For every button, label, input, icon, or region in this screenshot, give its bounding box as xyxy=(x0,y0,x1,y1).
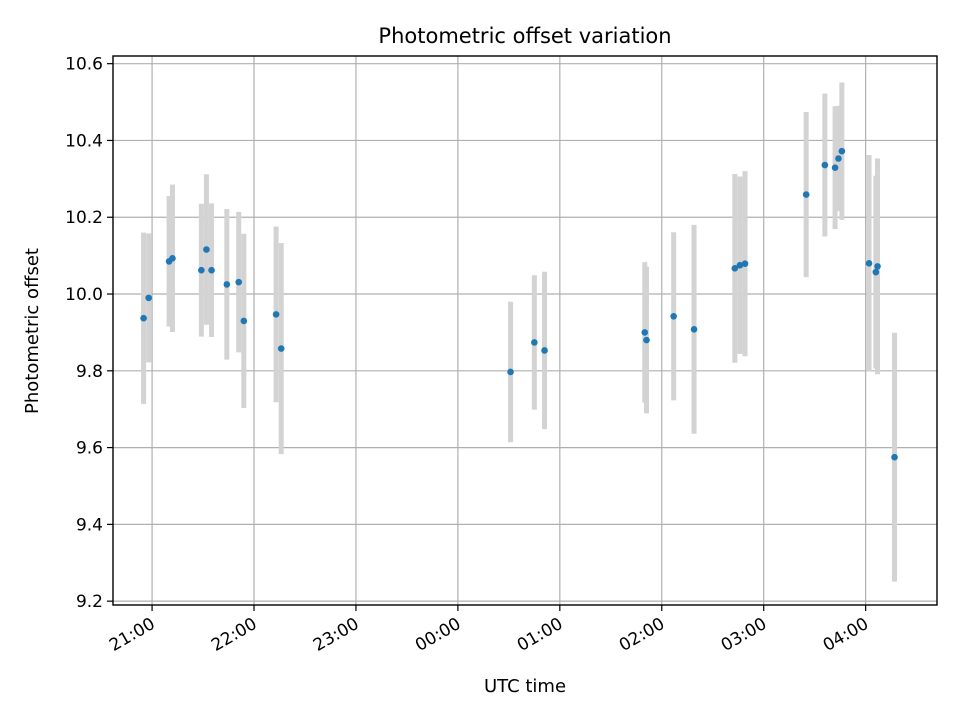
data-point xyxy=(240,317,248,325)
data-point xyxy=(145,294,152,302)
y-tick-label: 9.2 xyxy=(76,592,103,612)
data-point xyxy=(872,268,880,276)
data-point xyxy=(641,329,649,336)
data-point xyxy=(838,147,846,155)
y-tick-label: 9.4 xyxy=(76,515,103,535)
data-point xyxy=(643,336,650,344)
data-point xyxy=(235,278,243,286)
data-point xyxy=(140,314,147,322)
data-point xyxy=(821,161,829,169)
data-point xyxy=(208,266,215,274)
data-point xyxy=(831,164,839,172)
y-tick-label: 10.0 xyxy=(65,285,103,305)
data-point xyxy=(541,347,548,354)
data-point xyxy=(690,326,698,333)
data-point xyxy=(802,191,810,198)
y-tick-label: 10.6 xyxy=(65,55,103,75)
data-point xyxy=(198,266,205,274)
data-point xyxy=(272,311,280,318)
data-point xyxy=(670,312,677,320)
data-point xyxy=(874,263,881,270)
data-point xyxy=(223,281,231,288)
data-point xyxy=(169,255,176,262)
y-axis: 9.2 9.4 9.6 9.8 10.0 10.2 10.4 10.6 xyxy=(65,55,113,612)
data-point xyxy=(736,261,744,269)
y-tick-label: 9.6 xyxy=(76,439,103,459)
x-axis-title: UTC time xyxy=(484,676,566,697)
y-tick-label: 10.2 xyxy=(65,208,103,228)
grid xyxy=(113,56,937,605)
y-tick-label: 10.4 xyxy=(65,131,103,151)
data-point xyxy=(531,339,538,346)
plot-frame xyxy=(112,55,938,606)
data-point xyxy=(203,246,210,253)
data-point xyxy=(835,155,842,162)
y-tick-label: 9.8 xyxy=(76,362,103,382)
data-point xyxy=(731,265,739,272)
data-point xyxy=(891,453,898,461)
chart-title: Photometric offset variation xyxy=(378,24,671,48)
data-points xyxy=(140,147,898,461)
data-point xyxy=(507,368,514,376)
data-point xyxy=(277,345,285,352)
data-point xyxy=(741,260,749,267)
data-point xyxy=(865,260,873,267)
y-axis-title: Photometric offset xyxy=(22,248,43,414)
